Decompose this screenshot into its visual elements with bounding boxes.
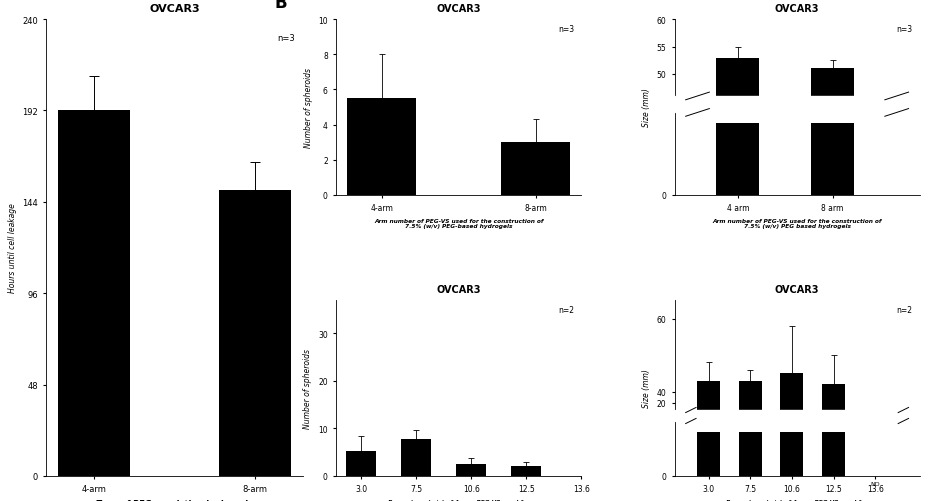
X-axis label: Percentage (w/v) of 4-arm PEG-VS used for
the construction of PEG-based hydrogel: Percentage (w/v) of 4-arm PEG-VS used fo… xyxy=(388,499,529,501)
Y-axis label: Size (mm): Size (mm) xyxy=(641,369,651,408)
Bar xyxy=(345,451,376,476)
Text: n=2: n=2 xyxy=(558,306,574,315)
Title: OVCAR3: OVCAR3 xyxy=(436,284,481,294)
Y-axis label: Size (mm): Size (mm) xyxy=(641,88,651,127)
Text: n=3: n=3 xyxy=(557,25,574,34)
Bar xyxy=(810,124,853,195)
Bar xyxy=(780,432,803,476)
Bar xyxy=(674,97,919,113)
Bar xyxy=(715,124,758,195)
Text: C: C xyxy=(275,275,287,292)
Bar xyxy=(780,374,803,410)
Y-axis label: Hours until cell leakage: Hours until cell leakage xyxy=(7,203,17,293)
Bar xyxy=(58,111,130,476)
Bar xyxy=(821,385,844,410)
X-axis label: Type of PEG consisting hydrogels: Type of PEG consisting hydrogels xyxy=(97,499,252,501)
Bar xyxy=(738,381,761,410)
Y-axis label: Number of spheroids: Number of spheroids xyxy=(303,68,313,148)
Text: A: A xyxy=(0,0,13,2)
Bar xyxy=(715,59,758,97)
Text: n=3: n=3 xyxy=(896,25,911,34)
Title: OVCAR3: OVCAR3 xyxy=(774,4,818,14)
Bar xyxy=(674,410,919,421)
Bar xyxy=(810,69,853,97)
Title: OVCAR3: OVCAR3 xyxy=(436,4,481,14)
Title: OVCAR3: OVCAR3 xyxy=(774,284,818,294)
Bar xyxy=(821,432,844,476)
Text: n=2: n=2 xyxy=(896,306,911,315)
Title: OVCAR3: OVCAR3 xyxy=(149,4,200,14)
Bar xyxy=(696,381,719,410)
X-axis label: Arm number of PEG-VS used for the construction of
7.5% (w/v) PEG based hydrogels: Arm number of PEG-VS used for the constr… xyxy=(712,218,881,229)
Bar xyxy=(218,191,290,476)
Bar xyxy=(510,466,541,476)
Bar xyxy=(401,439,431,476)
X-axis label: Arm number of PEG-VS used for the construction of
7.5% (w/v) PEG-based hydrogels: Arm number of PEG-VS used for the constr… xyxy=(374,218,543,229)
Text: ND: ND xyxy=(870,481,879,486)
Bar xyxy=(738,432,761,476)
X-axis label: Percentage (w/v) of 4-arm PEG-VS used for
the construction of PEG-based hydrogel: Percentage (w/v) of 4-arm PEG-VS used fo… xyxy=(726,499,867,501)
Bar xyxy=(696,432,719,476)
Text: B: B xyxy=(275,0,287,12)
Bar xyxy=(347,99,416,195)
Bar xyxy=(456,464,486,476)
Y-axis label: Number of spheroids: Number of spheroids xyxy=(303,348,312,428)
Text: n=3: n=3 xyxy=(277,34,294,43)
Bar xyxy=(500,143,570,195)
